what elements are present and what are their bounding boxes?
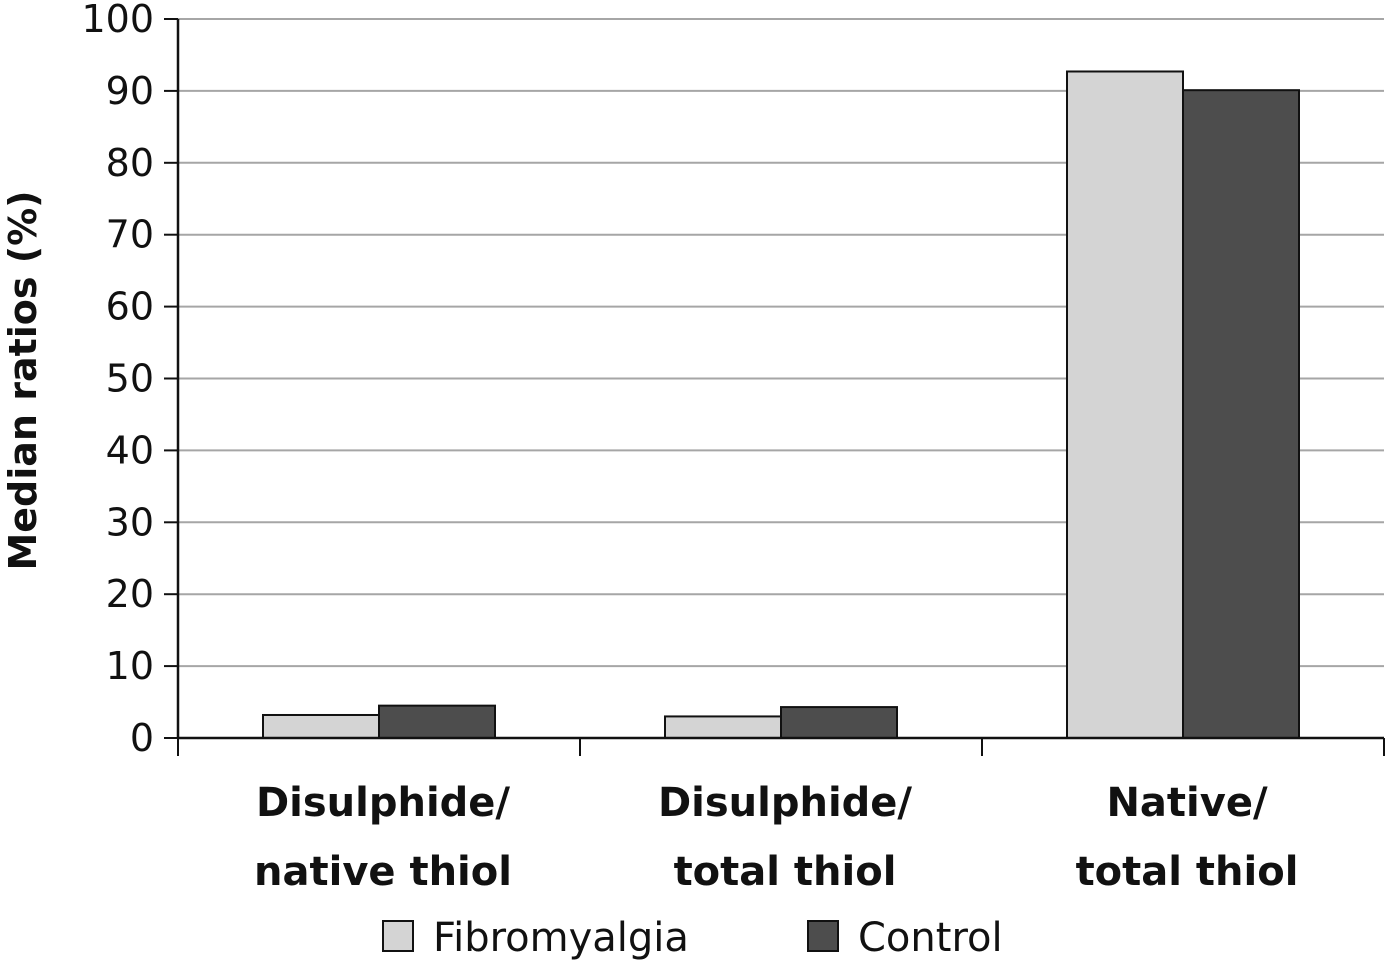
legend: Fibromyalgia Control — [382, 915, 1003, 961]
y-tick-label: 40 — [106, 428, 154, 472]
legend-label-control: Control — [858, 915, 1003, 961]
bars — [262, 70, 1300, 740]
legend-label-fibromyalgia: Fibromyalgia — [433, 915, 689, 961]
y-tick-label: 80 — [106, 141, 154, 185]
y-tick-label: 0 — [130, 716, 154, 760]
y-tick-label: 30 — [106, 500, 154, 544]
x-category-label: total thiol — [674, 849, 897, 895]
y-tick-label: 20 — [106, 572, 154, 616]
bar-fibromyalgia-0 — [262, 713, 380, 740]
y-tick-label: 50 — [106, 357, 154, 401]
y-tick-label: 60 — [106, 285, 154, 329]
legend-swatch-control — [807, 920, 839, 952]
x-category-label: Disulphide/ — [256, 780, 510, 826]
y-tick-label: 70 — [106, 213, 154, 257]
bar-control-2 — [1182, 89, 1300, 739]
x-category-label: Disulphide/ — [658, 780, 912, 826]
labels: 0 10 20 30 40 50 60 70 80 90 100 Disulphide/native … — [1, 0, 1298, 895]
y-tick-label: 90 — [106, 69, 154, 113]
axes — [164, 18, 1385, 756]
x-category-label: Native/ — [1106, 780, 1268, 826]
bar-fibromyalgia-2 — [1066, 70, 1184, 739]
y-tick-label: 100 — [81, 0, 154, 41]
x-category-label: total thiol — [1076, 849, 1299, 895]
y-tick-label: 10 — [106, 644, 154, 688]
legend-swatch-fibromyalgia — [382, 920, 414, 952]
gridlines — [178, 18, 1384, 668]
bar-fibromyalgia-1 — [664, 715, 782, 739]
bar-control-0 — [378, 704, 496, 740]
bar-control-1 — [780, 706, 898, 740]
y-axis-title: Median ratios (%) — [1, 190, 45, 570]
x-category-label: native thiol — [254, 849, 512, 895]
